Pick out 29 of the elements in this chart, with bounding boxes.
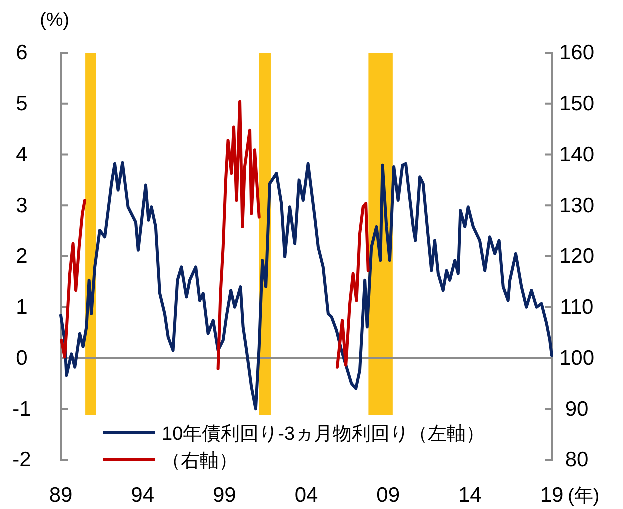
y2-tick-label: 110 [560, 296, 594, 320]
y-tick-label: 3 [16, 194, 28, 218]
y-tick-label: 6 [16, 42, 28, 65]
y-tick-label: 4 [16, 143, 28, 166]
y2-tick-label: 130 [559, 194, 595, 218]
y-tick-label: -2 [12, 448, 32, 472]
x-tick-label: 04 [294, 484, 318, 507]
y2-tick-label: 150 [559, 92, 595, 116]
x-tick-label: 19 [540, 484, 564, 507]
legend-label: （右軸） [162, 451, 238, 472]
y2-tick-label: 90 [565, 398, 589, 421]
x-tick-label: 89 [49, 484, 73, 507]
y-tick-label: -1 [12, 398, 32, 421]
x-axis-title: (年) [568, 486, 600, 507]
x-tick-label: 09 [376, 484, 400, 507]
y2-tick-label: 140 [559, 143, 595, 166]
y-tick-label: 1 [16, 296, 28, 320]
y2-tick-label: 100 [559, 346, 595, 370]
y-axis-title: (%) [40, 10, 70, 31]
x-tick-label: 14 [458, 484, 482, 507]
x-tick-label: 94 [131, 484, 155, 507]
y-tick-label: 5 [16, 92, 28, 116]
y2-tick-label: 160 [559, 42, 595, 65]
y2-tick-label: 80 [565, 448, 589, 472]
y2-tick-label: 120 [559, 245, 595, 268]
x-tick-label: 99 [212, 484, 236, 507]
legend-label: 10年債利回り-3ヵ月物利回り（左軸） [162, 424, 486, 445]
y-tick-label: 0 [16, 346, 28, 370]
y-tick-label: 2 [16, 245, 28, 268]
